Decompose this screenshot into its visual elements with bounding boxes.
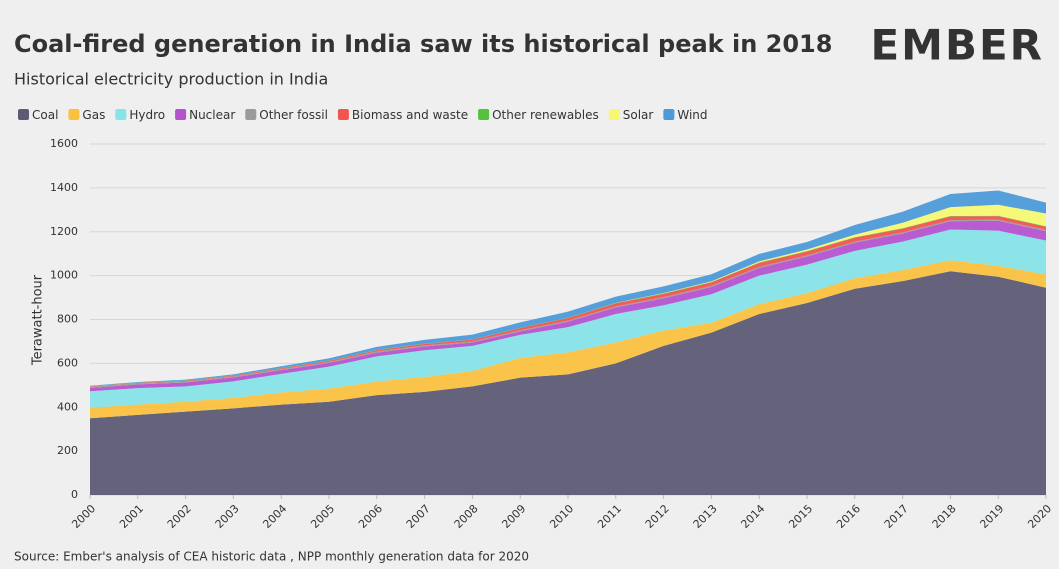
legend-label: Nuclear xyxy=(189,108,235,122)
legend-label: Gas xyxy=(82,108,105,122)
y-tick-label: 800 xyxy=(57,313,78,326)
legend-label: Other renewables xyxy=(492,108,599,122)
legend-swatch xyxy=(68,109,80,120)
area xyxy=(90,271,1046,495)
area xyxy=(90,260,1046,419)
area xyxy=(90,229,1046,408)
y-tick-label: 1600 xyxy=(50,137,78,150)
legend-swatch xyxy=(245,109,257,120)
legend-label: Hydro xyxy=(129,108,165,122)
legend-swatch xyxy=(608,109,620,120)
legend-label: Other fossil xyxy=(259,108,328,122)
legend-swatch xyxy=(663,109,675,120)
y-tick-label: 400 xyxy=(57,400,78,413)
y-tick-label: 200 xyxy=(57,444,78,457)
legend-swatch xyxy=(337,109,349,120)
legend: Coal Gas Hydro Nuclear Other fossil Biomass a… xyxy=(18,108,708,122)
legend-swatch xyxy=(175,109,187,120)
legend-label: Coal xyxy=(32,108,58,122)
area xyxy=(90,220,1046,392)
legend-label: Wind xyxy=(677,108,707,122)
y-axis-label: Terawatt-hour xyxy=(31,274,46,366)
y-tick-label: 1000 xyxy=(50,269,78,282)
logo: EMBER xyxy=(870,21,1044,70)
y-tick-label: 1400 xyxy=(50,181,78,194)
source-note: Source: Ember's analysis of CEA historic… xyxy=(14,550,529,564)
y-tick-label: 600 xyxy=(57,356,78,369)
legend-label: Biomass and waste xyxy=(352,108,468,122)
legend-swatch xyxy=(115,109,127,120)
legend-label: Solar xyxy=(623,108,654,122)
y-tick-label: 1200 xyxy=(50,225,78,238)
legend-swatch xyxy=(18,109,29,120)
y-tick-label: 0 xyxy=(71,488,78,501)
chart-subtitle: Historical electricity production in Ind… xyxy=(14,70,328,89)
legend-swatch xyxy=(478,109,490,120)
chart-title: Coal-fired generation in India saw its h… xyxy=(14,30,832,58)
area xyxy=(90,204,1046,387)
